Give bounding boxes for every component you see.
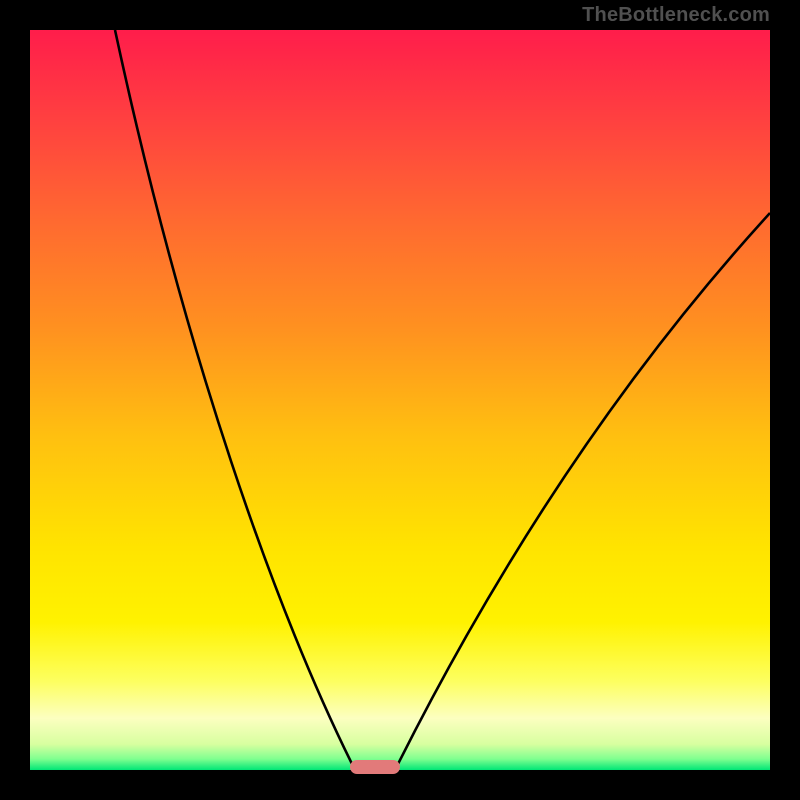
watermark-text: TheBottleneck.com (582, 4, 770, 27)
curve-left-branch (115, 30, 355, 770)
plot-area (30, 30, 770, 770)
curve-right-branch (395, 213, 770, 770)
figure-outer: TheBottleneck.com (0, 0, 800, 800)
optimum-marker (350, 760, 400, 774)
bottleneck-curve-chart (30, 30, 770, 770)
